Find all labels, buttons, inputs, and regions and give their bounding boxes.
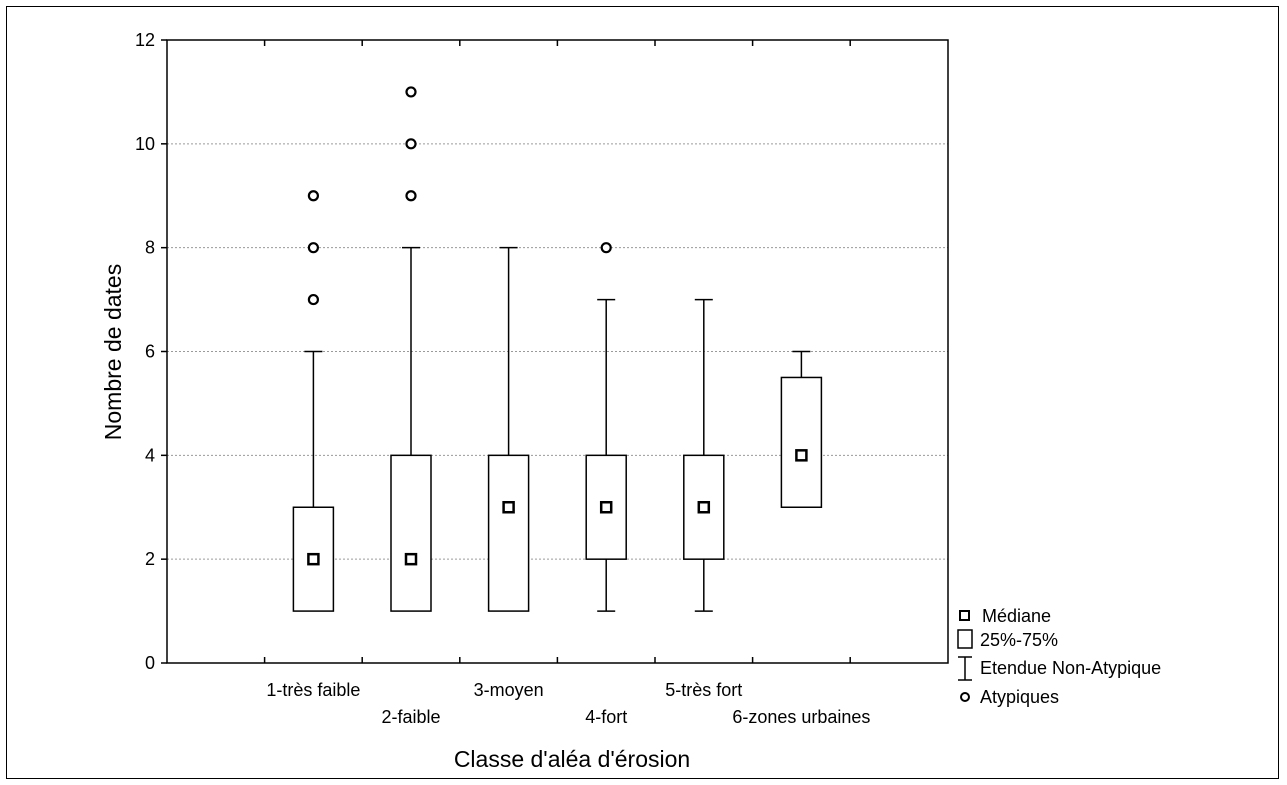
legend-outlier-label: Atypiques [980,687,1059,707]
iqr-box [487,454,530,612]
axis-layer: 0 2 4 6 8 10 12 [135,30,851,673]
x-category-label: 4-fort [585,707,627,727]
outlier-point [307,293,319,306]
x-category-label: 5-très fort [665,680,742,700]
y-tick-label: 12 [135,30,155,50]
y-tick-label: 0 [145,653,155,673]
legend-outlier-icon [960,692,970,702]
box-group [585,242,627,612]
median-marker [795,449,808,462]
grid-layer [167,143,948,560]
box-group [780,350,823,509]
legend-whisker-label: Etendue Non-Atypique [980,658,1161,678]
x-axis-title: Classe d'aléa d'érosion [454,746,690,772]
median-marker [599,501,613,514]
y-tick-label: 8 [145,238,155,258]
y-axis-title: Nombre de dates [100,264,126,440]
box-group [390,86,432,612]
legend-box-icon [957,629,973,649]
x-category-label: 3-moyen [474,680,544,700]
median-marker [697,501,711,514]
median-marker [502,501,515,514]
box-group [292,190,335,612]
figure-frame [6,6,1279,779]
label-layer: 1-très faible 2-faible 3-moyen 4-fort 5-très… [266,680,870,727]
legend-whisker-icon [958,656,972,681]
x-category-label: 6-zones urbaines [732,707,870,727]
legend-median-label: Médiane [982,606,1051,626]
box-layer [292,86,823,612]
legend: Médiane 25%-75% Etendue Non-Atypique Aty… [957,606,1161,707]
outlier-point [307,190,319,202]
outlier-point [405,190,417,202]
legend-median-icon [959,610,970,621]
outlier-point [600,242,612,254]
box-group [683,298,725,612]
y-tick-label: 2 [145,549,155,569]
median-marker [404,552,418,566]
outlier-point [307,242,319,254]
iqr-box [780,376,823,509]
y-tick-label: 10 [135,134,155,154]
y-tick-label: 6 [145,342,155,362]
box-group [487,246,530,612]
outlier-point [405,138,417,150]
iqr-box [390,454,432,612]
outlier-point [405,86,417,98]
legend-box-label: 25%-75% [980,630,1058,650]
y-tick-label: 4 [145,445,155,465]
x-category-label: 1-très faible [266,680,360,700]
median-marker [307,552,320,566]
x-category-label: 2-faible [381,707,440,727]
